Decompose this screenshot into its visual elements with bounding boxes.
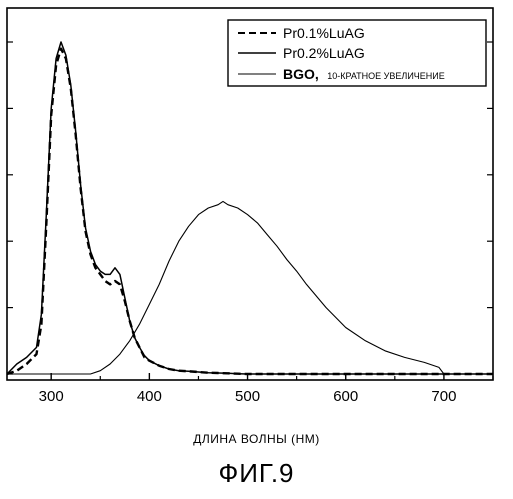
spectrum-chart: 300 400 500 600 700 Pr0.1%LuAG Pr0.2%LuAG BG…	[0, 0, 513, 430]
legend-label-pr02: Pr0.2%LuAG	[283, 45, 365, 61]
legend-label-pr01: Pr0.1%LuAG	[283, 25, 365, 41]
series-line-1	[7, 42, 493, 374]
x-axis-label: ДЛИНА ВОЛНЫ (НМ)	[0, 432, 513, 446]
legend-label-bgo-bold: BGO,	[283, 66, 319, 82]
legend-label-bgo-rest: 10-КРАТНОЕ УВЕЛИЧЕНИЕ	[327, 71, 445, 81]
figure-caption: ФИГ.9	[0, 458, 513, 489]
x-tick-label-500: 500	[235, 388, 260, 405]
x-tick-label-400: 400	[137, 388, 162, 405]
series-line-2	[7, 201, 493, 374]
series-line-0	[7, 49, 493, 374]
x-tick-label-600: 600	[333, 388, 358, 405]
axis-ticks: 300 400 500 600 700	[7, 42, 493, 405]
legend: Pr0.1%LuAG Pr0.2%LuAG BGO, 10-КРАТНОЕ УВ…	[228, 20, 486, 86]
series-group	[7, 42, 493, 374]
x-tick-label-700: 700	[431, 388, 456, 405]
x-tick-label-300: 300	[39, 388, 64, 405]
